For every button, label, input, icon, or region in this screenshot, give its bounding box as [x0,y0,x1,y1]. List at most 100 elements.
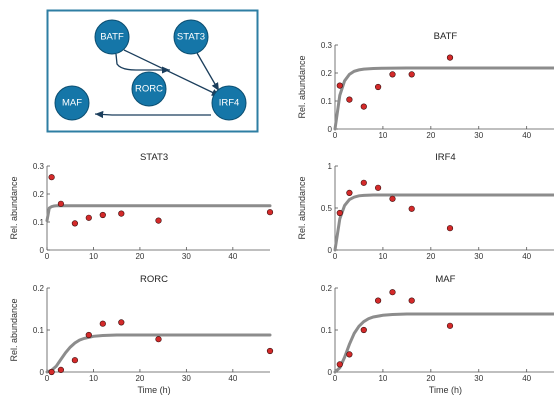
batf-data-point [389,71,396,78]
node-stat3-label: STAT3 [177,32,205,43]
irf4-x-tick-label: 10 [378,252,387,261]
stat3-y-tick-label: 0.3 [33,162,45,171]
irf4-x-tick-label: 40 [522,252,531,261]
stat3-data-point [57,200,65,207]
rorc-x-axis-label: Time (h) [137,385,170,395]
stat3-fit-curve [45,204,272,223]
irf4-x-tick-label: 30 [474,252,483,261]
stat3-data-point [266,209,274,216]
batf-y-tick-label: 0 [328,125,333,134]
maf-x-tick-label: 0 [333,374,338,383]
irf4-data-point [346,189,353,196]
batf-data-point [408,71,415,78]
maf-data-point [375,297,382,304]
regulatory-network-diagram: BATF STAT3 RORC MAF IRF4 [46,9,259,133]
stat3-data-point [118,210,125,217]
batf-data-point [346,96,353,103]
irf4-data-point [408,205,415,212]
rorc-y-tick-label: 0 [40,368,45,377]
node-stat3: STAT3 [173,19,209,55]
node-irf4-label: IRF4 [219,98,240,109]
stat3-data-point [99,211,106,219]
maf-data-point [360,326,367,334]
irf4-x-tick-label: 0 [333,252,338,261]
stat3-x-tick-label: 40 [228,252,237,261]
irf4-fit-curve [333,193,554,252]
stat3-plot-area [45,174,274,227]
irf4-chart-title: IRF4 [435,152,456,163]
stat3-y-tick-label: 0.1 [33,218,45,227]
stat3-y-tick-label: 0.2 [33,190,45,199]
rorc-data-point [85,331,92,339]
batf-data-point [446,54,454,61]
rorc-x-tick-label: 40 [228,374,237,383]
chart-irf4: 0 10 20 30 40 0 0.5 1 IRF4 Rel. abundance [297,152,554,261]
irf4-x-tick-label: 20 [426,252,435,261]
maf-plot-area [333,289,554,374]
maf-fit-curve [333,312,554,374]
maf-y-tick-label: 0.1 [321,326,333,335]
chart-batf: 0 10 20 30 40 0 0.1 0.2 0.3 BATF Rel. abundance [297,31,554,140]
irf4-y-tick-label: 0.5 [321,204,333,213]
maf-x-axis-label: Time (h) [429,385,462,395]
irf4-data-point [360,179,367,186]
rorc-data-point [266,347,274,355]
rorc-x-tick-label: 0 [45,374,50,383]
node-batf-circle [94,19,130,55]
rorc-data-point [99,320,106,327]
rorc-data-point [118,319,125,326]
rorc-y-tick-label: 0.2 [33,284,45,293]
maf-x-tick-label: 10 [378,374,387,383]
node-rorc-circle [131,71,167,107]
stat3-x-tick-label: 30 [182,252,191,261]
chart-stat3: 0 10 20 30 40 0 0.1 0.2 0.3 STAT3 Rel. abundance [9,152,274,261]
maf-data-point [408,297,415,304]
batf-plot-area [333,54,554,131]
irf4-y-tick-label: 0 [328,246,333,255]
chart-maf: 0 10 20 30 40 0 0.1 0.2 MAF Time (h) [321,274,554,395]
irf4-plot-area [333,179,554,252]
abundance-plots: 0 10 20 30 40 0 0.1 0.2 0.3 BATF Rel. abundance 0 10… [9,31,554,395]
node-batf-label: BATF [100,32,124,43]
batf-x-tick-label: 40 [522,131,531,140]
rorc-data-point [155,336,162,343]
irf4-y-axis-label: Rel. abundance [297,176,307,239]
stat3-data-point [71,220,78,227]
node-batf: BATF [94,19,130,55]
rorc-data-point [48,368,55,376]
maf-data-point [446,322,454,329]
irf4-data-point [446,225,454,232]
stat3-data-point [155,217,162,224]
rorc-y-axis-label: Rel. abundance [9,298,19,361]
node-maf: MAF [54,85,90,121]
maf-data-point [346,351,353,358]
rorc-fit-curve [45,333,272,374]
node-rorc: RORC [131,71,167,107]
maf-y-tick-label: 0 [328,368,333,377]
rorc-plot-area [45,319,274,376]
rorc-chart-title: RORC [140,274,168,285]
node-stat3-circle [173,19,209,55]
stat3-x-tick-label: 20 [135,252,144,261]
batf-x-tick-label: 0 [333,131,338,140]
irf4-data-point [375,184,382,191]
stat3-x-tick-label: 10 [89,252,98,261]
chart-rorc: 0 10 20 30 40 0 0.1 0.2 RORC Rel. abundance Time (… [9,274,274,395]
stat3-data-point [85,214,92,221]
batf-y-tick-label: 0.2 [321,69,333,78]
node-irf4-circle [211,85,247,121]
batf-chart-title: BATF [434,31,458,42]
node-maf-label: MAF [62,98,82,109]
maf-data-point [389,289,396,296]
batf-data-point [336,82,343,89]
maf-x-tick-label: 30 [474,374,483,383]
node-rorc-label: RORC [135,84,163,95]
maf-x-tick-label: 40 [522,374,531,383]
irf4-data-point [336,209,343,217]
node-irf4: IRF4 [211,85,247,121]
maf-chart-title: MAF [435,274,455,285]
edge-stat3-to-irf4 [196,52,220,92]
rorc-x-tick-label: 30 [182,374,191,383]
rorc-data-point [57,366,65,374]
